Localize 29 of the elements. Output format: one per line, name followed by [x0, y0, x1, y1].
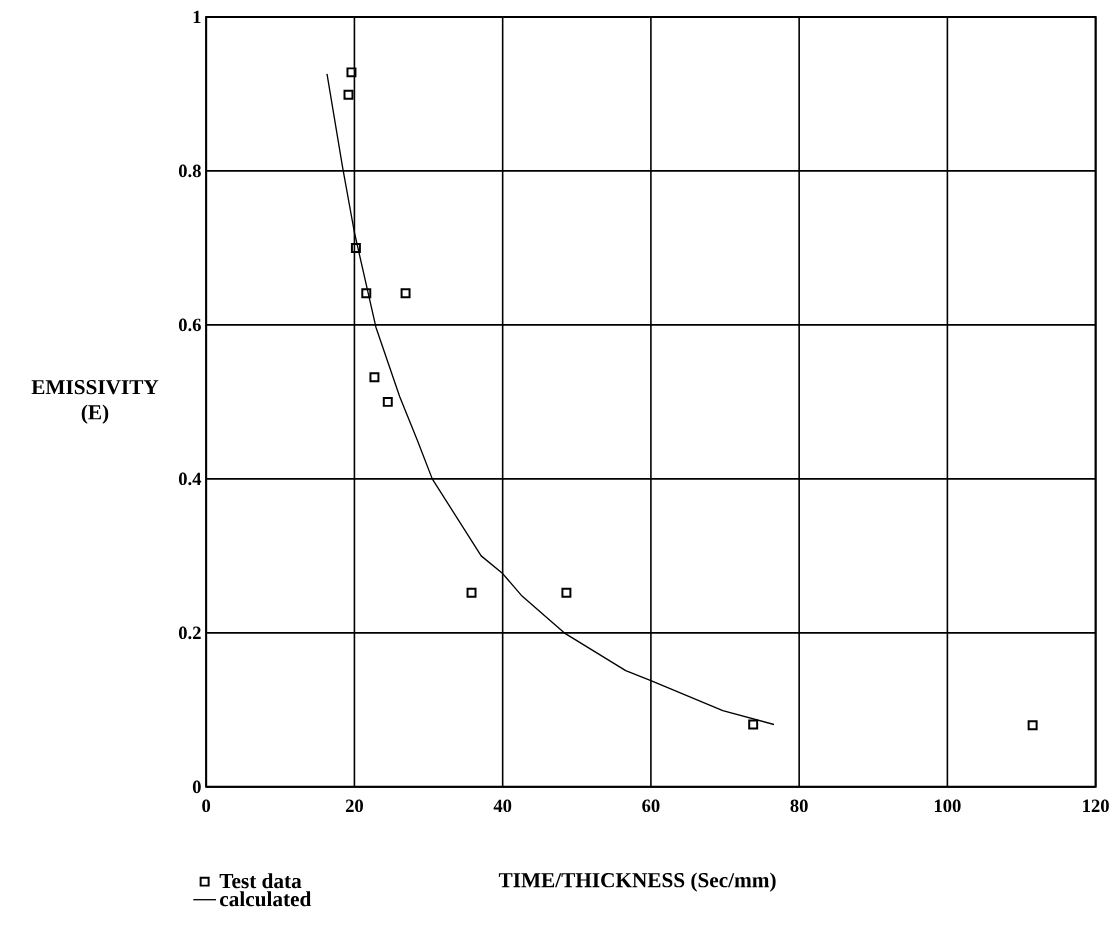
point: [346, 67, 357, 78]
y-tick-label: 0.6: [178, 318, 201, 332]
point: [748, 719, 759, 730]
point: [400, 288, 411, 299]
x-tick-label: 20: [345, 799, 363, 812]
point: [369, 372, 380, 383]
point: [382, 396, 393, 407]
x-tick-label: 60: [642, 799, 660, 812]
x-tick-label: 40: [493, 799, 512, 812]
y-tick-label: 0.8: [178, 164, 201, 178]
x-tick-label: 120: [1083, 799, 1109, 812]
y-tick-label: 0.4: [178, 472, 202, 486]
point: [350, 242, 361, 253]
x-tick-label: 80: [790, 799, 808, 812]
line-series: [326, 73, 775, 726]
point: [1027, 720, 1038, 731]
y-axis-title: EMISSIVITY (E): [31, 379, 159, 424]
y-tick-label: 0: [192, 780, 201, 793]
point: [561, 587, 572, 598]
y-tick-label: 0.2: [178, 626, 201, 640]
point: [466, 587, 477, 598]
x-axis-title: TIME/THICKNESS (Sec/mm): [498, 872, 776, 892]
legend-label: Test data: [219, 873, 302, 889]
y-tick-label: 1: [193, 10, 201, 23]
legend-label: calculated: [220, 891, 312, 907]
x-tick-label: 0: [202, 799, 211, 812]
x-tick-label: 100: [934, 799, 961, 812]
point: [343, 89, 354, 100]
point: [361, 288, 372, 299]
